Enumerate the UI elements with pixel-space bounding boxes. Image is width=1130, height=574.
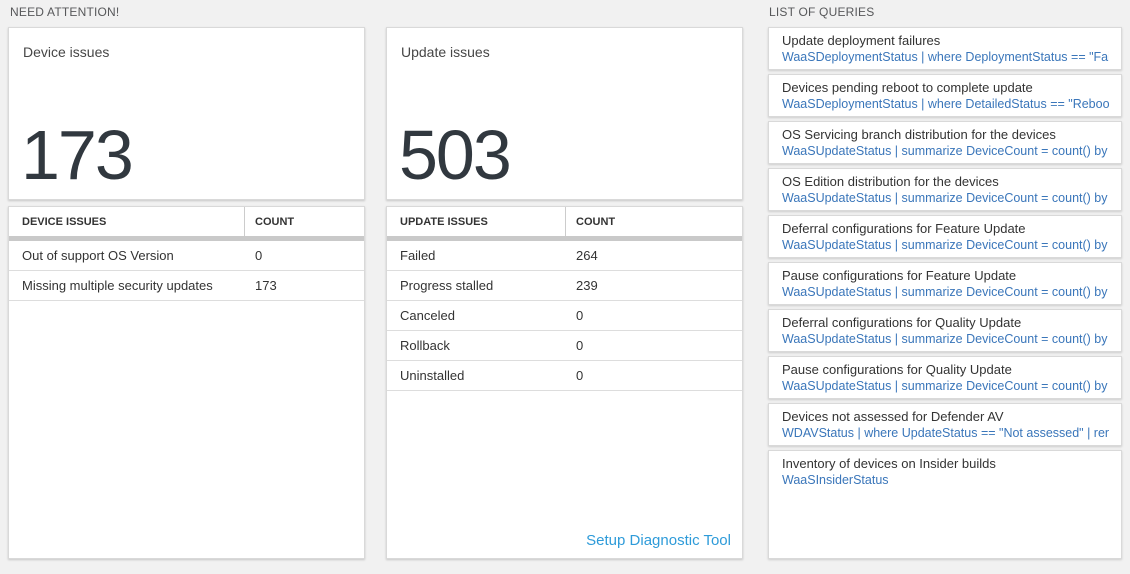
row-count: 0 bbox=[255, 248, 263, 263]
query-title: Pause configurations for Quality Update bbox=[782, 362, 1012, 377]
query-card[interactable]: Pause configurations for Feature Update … bbox=[768, 262, 1122, 305]
row-label: Rollback bbox=[400, 338, 450, 353]
device-issues-table-header: DEVICE ISSUES COUNT bbox=[9, 207, 364, 236]
query-card[interactable]: Deferral configurations for Feature Upda… bbox=[768, 215, 1122, 258]
query-text-link[interactable]: WaaSUpdateStatus | summarize DeviceCount… bbox=[782, 191, 1109, 205]
setup-diagnostic-tool-link[interactable]: Setup Diagnostic Tool bbox=[586, 532, 731, 549]
update-issues-count: 503 bbox=[399, 116, 512, 194]
update-issues-title: Update issues bbox=[401, 44, 490, 60]
column-header-count: COUNT bbox=[244, 207, 364, 236]
query-text-link[interactable]: WaaSUpdateStatus | summarize DeviceCount… bbox=[782, 332, 1109, 346]
table-header-divider bbox=[9, 236, 364, 241]
query-text-link[interactable]: WaaSUpdateStatus | summarize DeviceCount… bbox=[782, 379, 1109, 393]
query-text-link[interactable]: WDAVStatus | where UpdateStatus == "Not … bbox=[782, 426, 1109, 440]
query-title: Deferral configurations for Quality Upda… bbox=[782, 315, 1022, 330]
query-title: OS Edition distribution for the devices bbox=[782, 174, 999, 189]
row-label: Uninstalled bbox=[400, 368, 465, 383]
device-issues-title: Device issues bbox=[23, 44, 110, 60]
row-count: 173 bbox=[255, 278, 277, 293]
query-card[interactable]: Inventory of devices on Insider builds W… bbox=[768, 450, 1122, 559]
need-attention-header: NEED ATTENTION! bbox=[10, 5, 120, 19]
table-row[interactable]: Missing multiple security updates 173 bbox=[9, 271, 364, 301]
query-title: Pause configurations for Feature Update bbox=[782, 268, 1017, 283]
query-title: Update deployment failures bbox=[782, 33, 941, 48]
row-label: Progress stalled bbox=[400, 278, 494, 293]
query-title: Devices not assessed for Defender AV bbox=[782, 409, 1004, 424]
query-text-link[interactable]: WaaSInsiderStatus bbox=[782, 473, 889, 487]
table-row[interactable]: Canceled 0 bbox=[387, 301, 742, 331]
row-label: Failed bbox=[400, 248, 436, 263]
device-issues-count: 173 bbox=[21, 116, 134, 194]
table-row[interactable]: Uninstalled 0 bbox=[387, 361, 742, 391]
table-row[interactable]: Out of support OS Version 0 bbox=[9, 241, 364, 271]
column-header-device-issues: DEVICE ISSUES bbox=[22, 215, 107, 228]
query-text-link[interactable]: WaaSDeploymentStatus | where DetailedSta… bbox=[782, 97, 1109, 111]
query-title: Devices pending reboot to complete updat… bbox=[782, 80, 1033, 95]
query-card[interactable]: Devices not assessed for Defender AV WDA… bbox=[768, 403, 1122, 446]
query-card[interactable]: Update deployment failures WaaSDeploymen… bbox=[768, 27, 1122, 70]
query-text-link[interactable]: WaaSUpdateStatus | summarize DeviceCount… bbox=[782, 238, 1109, 252]
query-title: Deferral configurations for Feature Upda… bbox=[782, 221, 1026, 236]
device-issues-table: DEVICE ISSUES COUNT Out of support OS Ve… bbox=[8, 206, 365, 559]
query-text-link[interactable]: WaaSDeploymentStatus | where DeploymentS… bbox=[782, 50, 1109, 64]
update-issues-table-header: UPDATE ISSUES COUNT bbox=[387, 207, 742, 236]
query-card[interactable]: Pause configurations for Quality Update … bbox=[768, 356, 1122, 399]
table-row[interactable]: Failed 264 bbox=[387, 241, 742, 271]
column-header-count: COUNT bbox=[565, 207, 742, 236]
row-count: 0 bbox=[576, 308, 584, 323]
update-issues-tile[interactable]: Update issues 503 bbox=[386, 27, 743, 200]
query-text-link[interactable]: WaaSUpdateStatus | summarize DeviceCount… bbox=[782, 144, 1109, 158]
row-label: Canceled bbox=[400, 308, 455, 323]
row-label: Missing multiple security updates bbox=[22, 278, 213, 293]
query-card[interactable]: OS Servicing branch distribution for the… bbox=[768, 121, 1122, 164]
table-header-divider bbox=[387, 236, 742, 241]
row-count: 0 bbox=[576, 338, 584, 353]
table-row[interactable]: Rollback 0 bbox=[387, 331, 742, 361]
query-text-link[interactable]: WaaSUpdateStatus | summarize DeviceCount… bbox=[782, 285, 1109, 299]
query-list: Update deployment failures WaaSDeploymen… bbox=[768, 27, 1122, 559]
query-title: Inventory of devices on Insider builds bbox=[782, 456, 996, 471]
row-count: 0 bbox=[576, 368, 584, 383]
device-issues-tile[interactable]: Device issues 173 bbox=[8, 27, 365, 200]
row-count: 264 bbox=[576, 248, 598, 263]
row-label: Out of support OS Version bbox=[22, 248, 174, 263]
query-title: OS Servicing branch distribution for the… bbox=[782, 127, 1056, 142]
table-row[interactable]: Progress stalled 239 bbox=[387, 271, 742, 301]
query-card[interactable]: OS Edition distribution for the devices … bbox=[768, 168, 1122, 211]
column-header-update-issues: UPDATE ISSUES bbox=[400, 215, 488, 228]
row-count: 239 bbox=[576, 278, 598, 293]
list-of-queries-header: LIST OF QUERIES bbox=[769, 5, 875, 19]
query-card[interactable]: Devices pending reboot to complete updat… bbox=[768, 74, 1122, 117]
update-issues-table: UPDATE ISSUES COUNT Failed 264 Progress … bbox=[386, 206, 743, 559]
query-card[interactable]: Deferral configurations for Quality Upda… bbox=[768, 309, 1122, 352]
